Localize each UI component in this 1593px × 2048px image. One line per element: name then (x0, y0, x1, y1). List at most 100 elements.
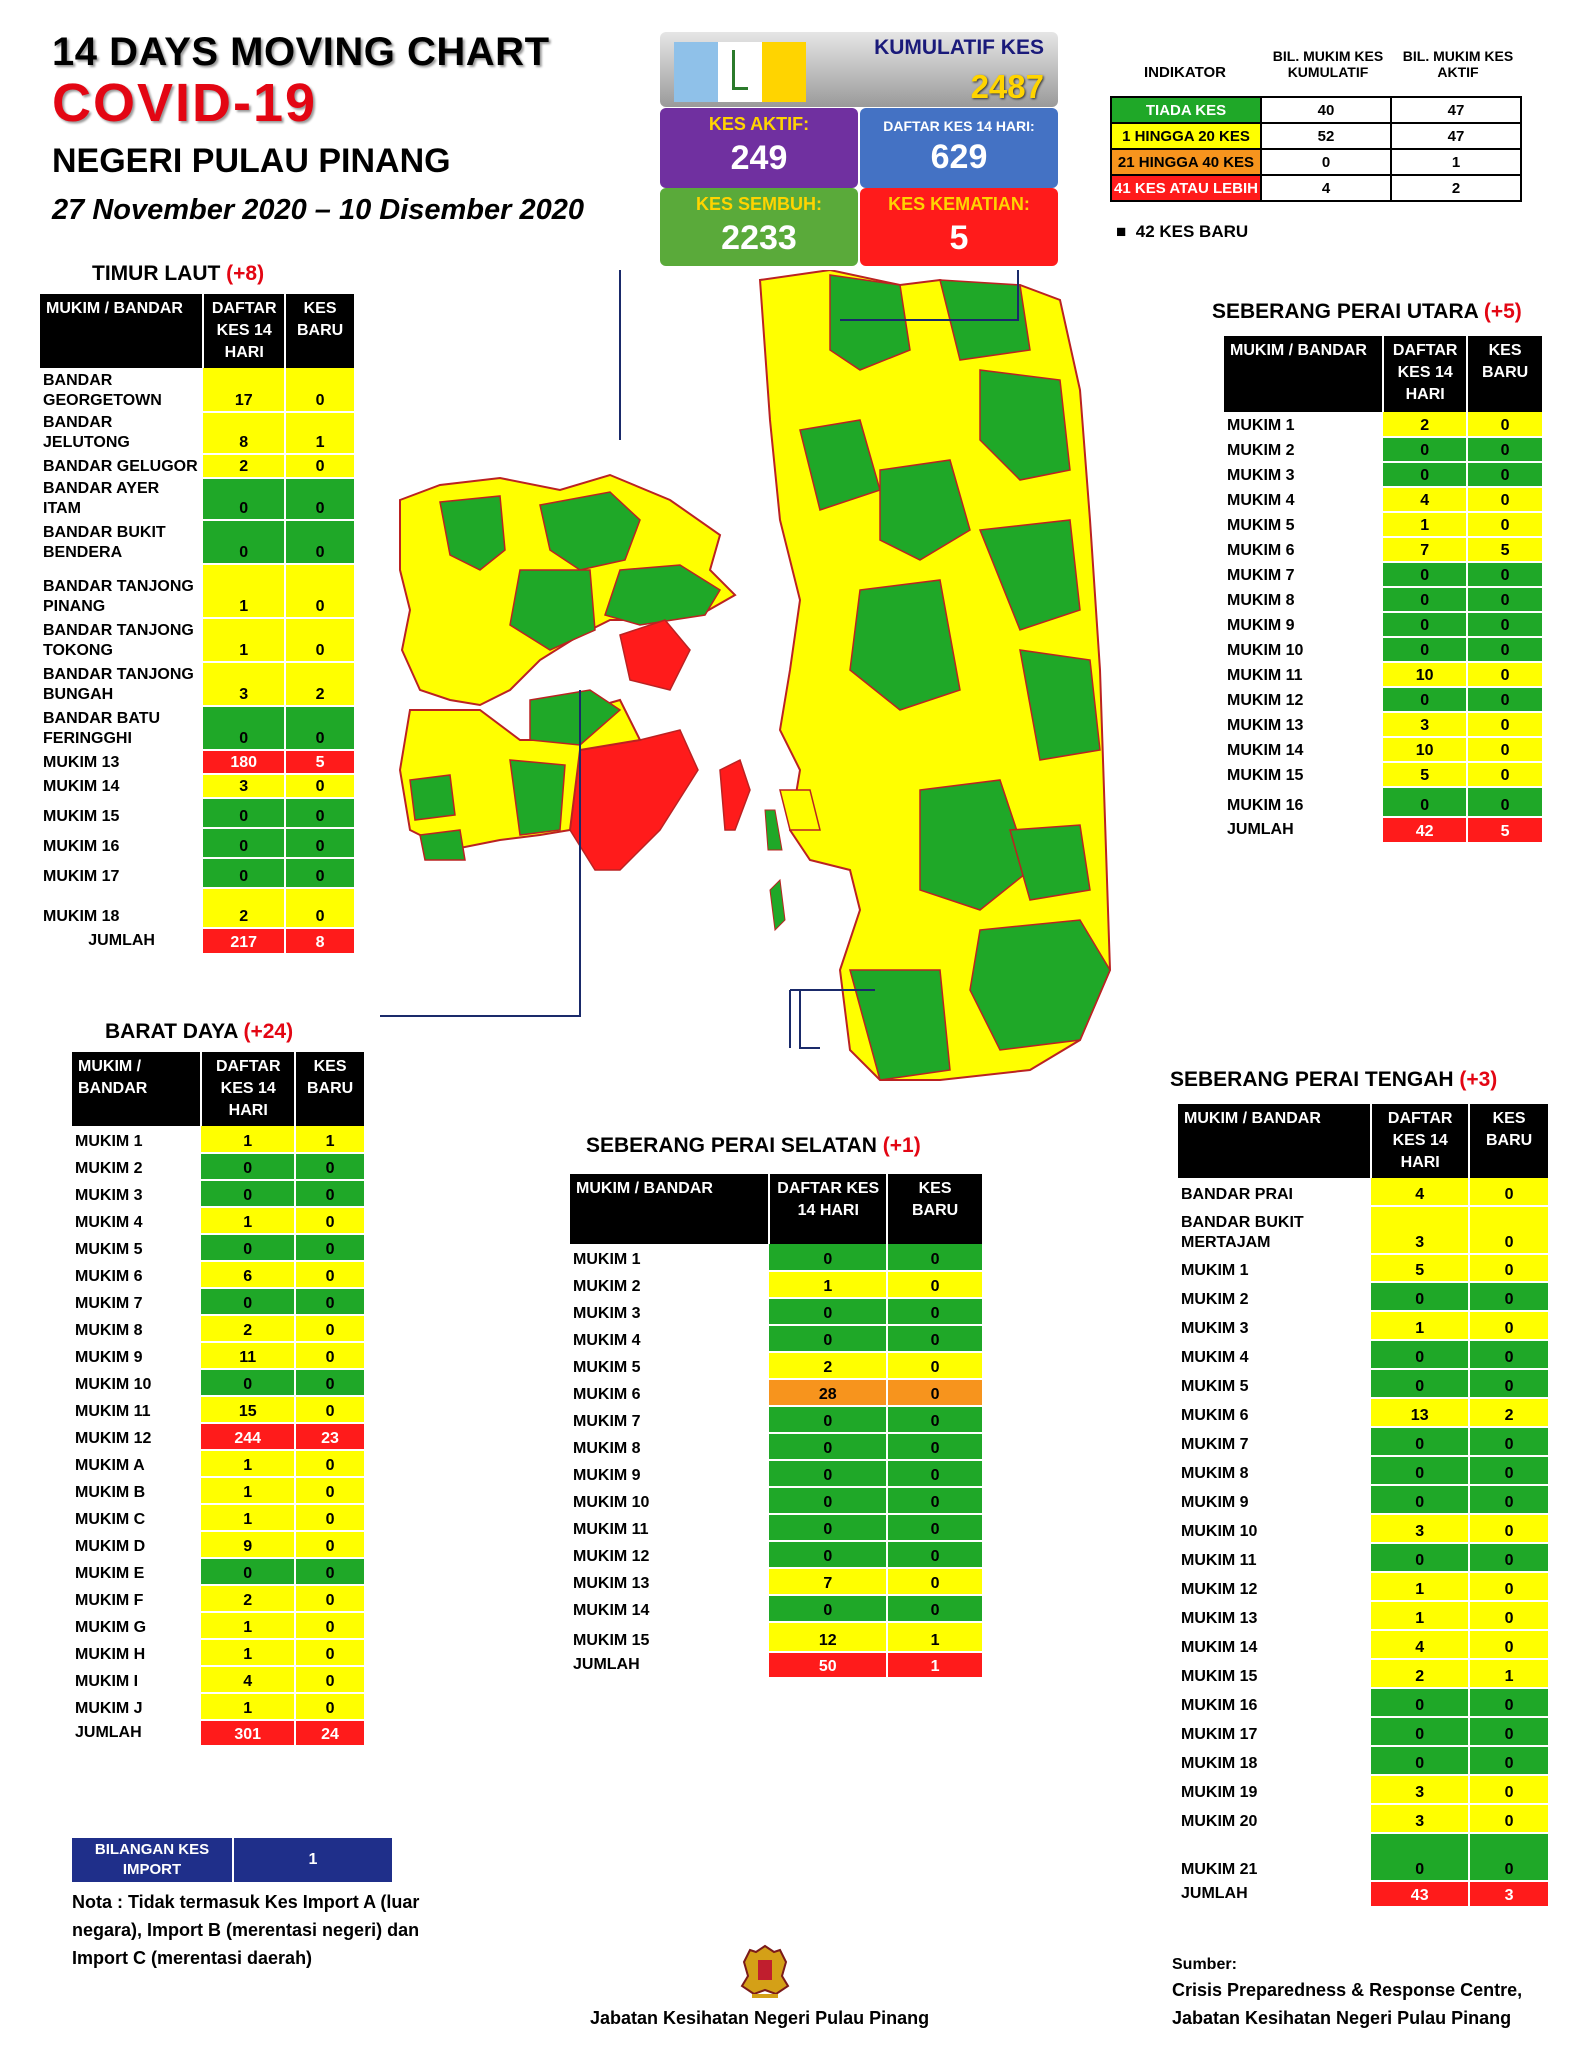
row-label: MUKIM 9 (1224, 612, 1384, 638)
table-row: MUKIM 12 244 23 (72, 1423, 366, 1451)
cases-14-days: 0 (203, 706, 287, 751)
table-row: MUKIM 10 0 0 (1224, 637, 1544, 663)
new-cases: 0 (285, 520, 356, 565)
column-header: KES BARU (285, 294, 356, 368)
new-cases: 0 (1467, 662, 1544, 688)
new-cases: 0 (295, 1315, 366, 1343)
table-row: MUKIM 14 4 0 (1178, 1630, 1550, 1660)
cases-14-days: 2 (1383, 412, 1469, 438)
cases-14-days: 0 (1371, 1688, 1471, 1718)
new-cases: 0 (1467, 612, 1544, 638)
row-label: MUKIM 15 (40, 798, 204, 829)
row-label: MUKIM 17 (40, 858, 204, 889)
row-label: MUKIM 5 (1224, 512, 1384, 538)
cases-14-days: 0 (769, 1487, 889, 1515)
cases-14-days: 0 (201, 1558, 297, 1586)
cases-14-days: 0 (769, 1460, 889, 1488)
row-label: MUKIM 2 (570, 1271, 770, 1299)
table-row: MUKIM 13 1 0 (1178, 1601, 1550, 1631)
row-label: MUKIM 2 (1178, 1282, 1372, 1312)
penang-map (380, 270, 1112, 1081)
row-label: MUKIM 10 (72, 1369, 202, 1397)
date-range: 27 November 2020 – 10 Disember 2020 (52, 194, 585, 226)
cases-14-days: 13 (1371, 1398, 1471, 1428)
cases-14-days: 1 (201, 1612, 297, 1640)
new-cases: 1 (1469, 1659, 1550, 1689)
daftar14-value: 629 (930, 138, 988, 176)
new-cases: 0 (1469, 1746, 1550, 1776)
sembuh-box: KES SEMBUH: 2233 (660, 188, 858, 266)
indicator-kumulatif: 52 (1260, 122, 1392, 150)
new-cases: 5 (1467, 537, 1544, 563)
cases-14-days: 244 (201, 1423, 297, 1451)
total-new: 8 (285, 928, 356, 955)
table-row: MUKIM 10 3 0 (1178, 1514, 1550, 1544)
row-label: MUKIM 1 (1224, 412, 1384, 438)
island-map (398, 473, 751, 871)
row-label: MUKIM 5 (1178, 1369, 1372, 1399)
kumulatif-label: KUMULATIF KES (874, 36, 1044, 59)
chart-title: 14 DAYS MOVING CHART (52, 30, 550, 74)
table-row: MUKIM 16 0 0 (1224, 787, 1544, 818)
new-cases: 0 (1469, 1688, 1550, 1718)
row-label: MUKIM 11 (72, 1396, 202, 1424)
row-label: MUKIM 12 (1224, 687, 1384, 713)
total-14-days: 50 (769, 1652, 889, 1679)
row-label: MUKIM C (72, 1504, 202, 1532)
table-row: MUKIM 12 1 0 (1178, 1572, 1550, 1602)
new-cases: 0 (1467, 737, 1544, 763)
indicator-kumulatif: 0 (1260, 148, 1392, 176)
cases-14-days: 3 (1371, 1804, 1471, 1834)
kematian-value: 5 (949, 219, 969, 257)
row-label: MUKIM 1 (570, 1244, 770, 1272)
cases-14-days: 0 (203, 798, 287, 829)
cases-14-days: 2 (1371, 1659, 1471, 1689)
row-label: MUKIM 3 (1178, 1311, 1372, 1341)
row-label: MUKIM 6 (72, 1261, 202, 1289)
row-label: MUKIM 4 (1224, 487, 1384, 513)
row-label: MUKIM F (72, 1585, 202, 1613)
row-label: MUKIM 13 (40, 750, 204, 775)
sps-table: MUKIM / BANDAR DAFTAR KES 14 HARI KES BARU… (570, 1174, 984, 1679)
row-label: MUKIM G (72, 1612, 202, 1640)
daftar14-label: DAFTAR KES 14 HARI: (883, 118, 1035, 134)
cases-14-days: 0 (1383, 587, 1469, 613)
row-label: MUKIM 6 (1178, 1398, 1372, 1428)
table-row: MUKIM 17 0 0 (1178, 1717, 1550, 1747)
indicator-aktif: 47 (1390, 122, 1522, 150)
cases-14-days: 17 (203, 368, 287, 413)
new-cases: 0 (1469, 1340, 1550, 1370)
row-label: MUKIM 20 (1178, 1804, 1372, 1834)
new-cases: 0 (1469, 1601, 1550, 1631)
new-cases: 0 (1467, 712, 1544, 738)
indicator-aktif: 1 (1390, 148, 1522, 176)
row-label: MUKIM 13 (1224, 712, 1384, 738)
row-label: BANDAR BATU FERINGGHI (40, 706, 204, 751)
new-cases: 0 (295, 1612, 366, 1640)
cases-14-days: 8 (203, 412, 287, 455)
table-row: MUKIM 15 12 1 (570, 1622, 984, 1653)
row-label: MUKIM 14 (40, 774, 204, 799)
indicator-label: 21 HINGGA 40 KES (1110, 148, 1262, 176)
new-cases-note: ■ 42 KES BARU (1116, 222, 1248, 242)
total-14-days: 43 (1371, 1881, 1471, 1908)
table-row: BANDAR GELUGOR 2 0 (40, 454, 356, 479)
cases-14-days: 0 (769, 1541, 889, 1569)
table-row: MUKIM 14 3 0 (40, 774, 356, 799)
cases-14-days: 2 (769, 1352, 889, 1380)
row-label: MUKIM D (72, 1531, 202, 1559)
